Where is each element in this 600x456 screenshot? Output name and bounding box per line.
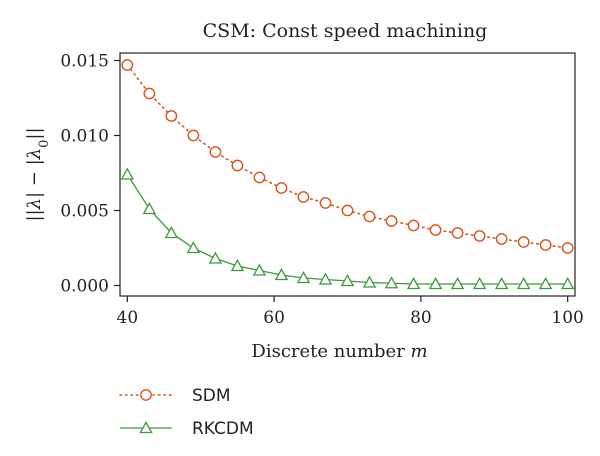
data-point-marker — [539, 239, 552, 251]
y-tick-label: 0.000 — [60, 277, 109, 297]
data-point-marker — [142, 202, 157, 215]
legend-marker — [139, 421, 153, 434]
data-point-marker — [385, 215, 398, 227]
data-point-marker — [429, 224, 442, 236]
data-point-marker — [495, 233, 508, 245]
x-axis-title: Discrete number m — [251, 341, 427, 362]
data-point-marker — [494, 277, 509, 290]
data-point-marker — [253, 171, 266, 184]
series-sdm — [121, 59, 574, 254]
y-tick-label: 0.015 — [60, 52, 109, 72]
data-point-marker — [319, 197, 332, 209]
data-point-marker — [121, 59, 134, 71]
legend-label: SDM — [192, 386, 231, 406]
data-point-marker — [450, 277, 465, 290]
data-point-marker — [517, 236, 530, 248]
x-tick-label: 40 — [117, 308, 139, 328]
y-axis-label: ||λ| − |λ0|| — [24, 127, 52, 221]
data-point-marker — [252, 263, 267, 276]
data-point-marker — [187, 129, 200, 142]
y-tick-label: 0.010 — [60, 127, 109, 147]
data-point-marker — [341, 204, 354, 217]
legend-item-rkcdm: RKCDM — [120, 419, 254, 439]
legend-item-sdm: SDM — [119, 386, 231, 406]
data-point-marker — [473, 230, 486, 242]
y-axis-title: ||λ| − |λ0|| — [24, 127, 52, 221]
data-point-marker — [296, 271, 311, 284]
data-point-marker — [428, 277, 443, 290]
data-point-marker — [297, 191, 310, 203]
data-point-marker — [561, 242, 574, 254]
data-point-marker — [472, 277, 487, 290]
x-axis-label: Discrete number m — [251, 341, 427, 362]
legend: SDM RKCDM — [119, 386, 254, 439]
data-point-marker — [363, 210, 376, 223]
data-point-marker — [165, 110, 178, 122]
data-point-marker — [560, 277, 575, 290]
data-point-marker — [143, 87, 156, 100]
data-point-marker — [208, 251, 223, 264]
data-point-marker — [362, 275, 377, 288]
chart-title: CSM: Const speed machining — [203, 20, 488, 42]
x-axis-ticks: 40 60 80 100 — [117, 296, 584, 328]
series-line — [126, 64, 569, 249]
series-rkcdm — [120, 167, 575, 290]
data-point-marker — [231, 159, 244, 172]
y-axis-ticks: 0.000 0.005 0.010 0.015 — [60, 52, 120, 297]
data-point-marker — [120, 167, 135, 180]
data-point-marker — [407, 219, 420, 232]
data-point-marker — [340, 274, 355, 287]
plot-frame — [119, 52, 576, 297]
data-point-marker — [451, 227, 464, 239]
x-tick-label: 80 — [410, 308, 432, 328]
data-point-marker — [274, 268, 289, 281]
data-point-marker — [384, 276, 399, 289]
data-point-marker — [406, 277, 421, 290]
x-tick-label: 100 — [551, 308, 583, 328]
data-point-marker — [164, 226, 179, 239]
data-point-marker — [230, 259, 245, 272]
data-point-marker — [538, 277, 553, 290]
series-layer — [120, 59, 575, 290]
series-line — [126, 174, 568, 285]
data-point-marker — [318, 272, 333, 285]
data-point-marker — [186, 241, 201, 254]
data-point-marker — [275, 182, 288, 194]
y-tick-label: 0.005 — [60, 202, 109, 222]
data-point-marker — [209, 146, 222, 158]
x-tick-label: 60 — [263, 308, 285, 328]
data-point-marker — [516, 277, 531, 290]
legend-marker — [140, 389, 152, 401]
legend-label: RKCDM — [192, 419, 254, 439]
